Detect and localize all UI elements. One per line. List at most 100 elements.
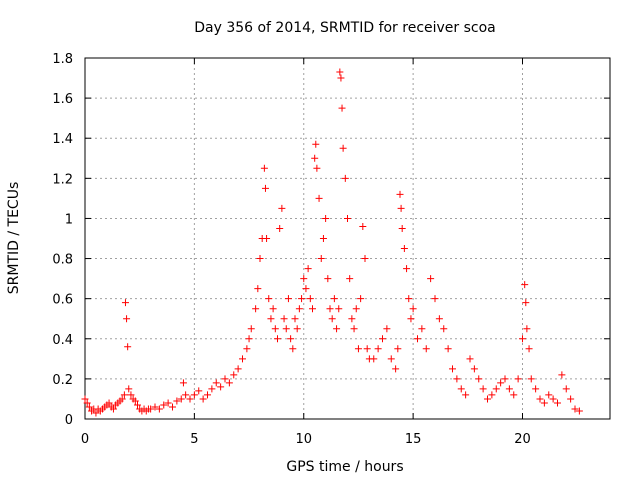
data-point [575,407,583,415]
plus-marker [554,399,561,407]
data-point [554,399,561,407]
data-point [276,224,284,232]
data-point [479,385,487,393]
plus-marker [558,371,566,379]
y-tick-label: 0.2 [52,373,73,388]
data-point [265,295,273,303]
plus-marker [276,224,284,232]
plus-marker [346,275,354,283]
plus-marker [422,345,430,353]
plus-marker [336,68,344,76]
data-point [298,295,306,303]
data-point [427,275,435,283]
y-tick-label: 1.4 [52,132,73,147]
plus-marker [190,391,198,399]
plus-marker [304,265,312,273]
data-point [179,379,187,387]
data-point [484,395,491,403]
data-point [449,365,456,373]
plus-marker [338,104,346,112]
grid [85,58,610,419]
plus-marker [311,154,319,162]
plus-marker [164,399,172,407]
data-point [501,375,509,383]
data-point [313,164,321,172]
plus-marker [326,305,334,313]
data-point [315,194,323,202]
data-point [444,345,452,353]
plus-marker [293,325,301,333]
plus-marker [330,295,338,303]
data-point [394,345,402,353]
data-point [357,295,365,303]
plus-marker [348,315,356,323]
data-point [562,385,570,393]
y-tick-label: 0.6 [52,293,73,308]
data-point [571,405,579,413]
plus-marker [319,235,327,242]
plus-marker [501,375,509,383]
plus-marker [333,325,341,333]
plus-marker [571,405,579,413]
data-point [379,335,386,343]
data-point [177,395,185,403]
data-point [338,104,346,112]
plus-marker [254,285,262,293]
plus-marker [435,315,443,323]
data-point [239,355,246,363]
plus-marker [278,204,286,212]
data-point [311,154,319,162]
data-point [359,222,367,230]
data-point [274,335,281,343]
plus-marker [521,281,529,289]
plus-marker [407,315,415,323]
plus-marker [575,407,583,415]
plus-marker [131,397,139,405]
plus-marker [160,401,168,409]
data-point [392,365,400,373]
data-point [521,281,529,289]
data-point [344,214,351,222]
plus-marker [120,391,128,399]
data-point [462,391,470,399]
plus-marker [306,295,314,303]
plus-marker [396,190,404,198]
data-point [414,335,421,343]
data-point [383,325,391,333]
plus-marker [85,403,93,411]
plus-marker [123,315,131,323]
data-point [267,315,275,323]
data-point [514,375,522,383]
plus-marker [470,365,478,373]
data-point [243,345,251,353]
plus-marker [339,144,347,152]
x-tick-label: 0 [81,432,89,447]
data-point [567,395,575,403]
plus-marker [239,355,246,363]
plus-marker [125,385,133,393]
data-point [127,391,135,399]
plus-marker [134,401,141,409]
plus-marker [545,391,553,399]
plus-marker [357,295,365,303]
data-point [374,345,382,353]
plus-marker [182,391,190,399]
plus-marker [83,399,91,407]
plus-marker [186,395,194,403]
data-point [182,391,190,399]
data-point [466,355,474,363]
data-point [260,164,268,172]
plus-marker [105,399,113,407]
data-point [312,140,320,148]
plus-marker [245,335,253,343]
plus-marker [309,305,316,313]
data-point [131,397,139,405]
data-point [341,174,349,182]
plus-marker [350,325,358,333]
plus-marker [252,305,260,313]
data-point [81,395,89,403]
data-point [328,315,336,323]
data-point [199,395,207,403]
y-tick-label: 1.8 [52,52,73,67]
y-tick-label: 1.6 [52,92,73,107]
